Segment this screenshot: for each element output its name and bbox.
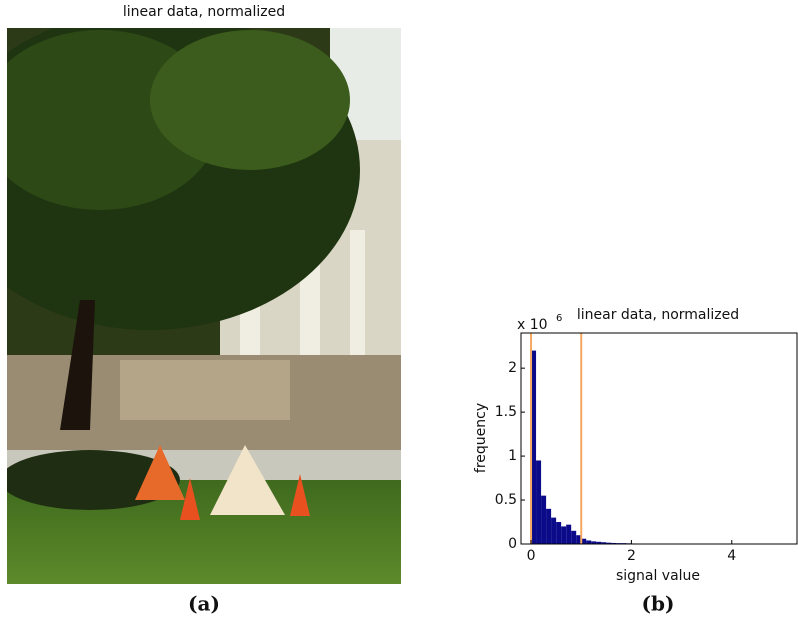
y-tick-label: 2 <box>508 360 517 376</box>
x-tick-label: 4 <box>727 548 736 564</box>
bar <box>531 350 537 544</box>
bar <box>606 542 612 544</box>
y-tick-label: 0.5 <box>495 492 517 508</box>
chart-title: linear data, normalized <box>577 307 739 323</box>
bar <box>541 495 547 544</box>
y-tick-label: 1.5 <box>495 404 517 420</box>
photo <box>7 28 401 584</box>
y-scale-label: x 10 <box>517 317 548 333</box>
caption-b: (b) <box>642 592 675 616</box>
y-axis-label: frequency <box>473 403 489 473</box>
x-tick-label: 2 <box>627 548 636 564</box>
x-tick-label: 0 <box>527 548 536 564</box>
x-axis-label: signal value <box>616 568 700 584</box>
bar <box>571 530 577 544</box>
histogram: linear data, normalized x 10 6 0 2 4 0 0.5 1 1.5 2… <box>473 307 798 584</box>
caption: (a) <box>188 592 220 616</box>
bar <box>581 538 587 544</box>
bar <box>576 535 582 544</box>
bar <box>561 526 567 544</box>
y-tick-label: 1 <box>508 448 517 464</box>
y-scale-exponent: 6 <box>556 313 562 324</box>
bar <box>546 508 552 544</box>
image-title: linear data, normalized <box>123 4 285 20</box>
bar <box>611 542 617 544</box>
bar <box>556 522 562 544</box>
bars <box>531 350 682 544</box>
y-tick-label: 0 <box>508 536 517 552</box>
bar <box>566 524 572 544</box>
bar <box>591 541 597 544</box>
axes-box <box>520 332 798 545</box>
bar <box>601 542 607 544</box>
bar <box>596 541 602 544</box>
bar <box>586 540 592 544</box>
bar <box>551 517 557 544</box>
bar <box>536 460 542 544</box>
